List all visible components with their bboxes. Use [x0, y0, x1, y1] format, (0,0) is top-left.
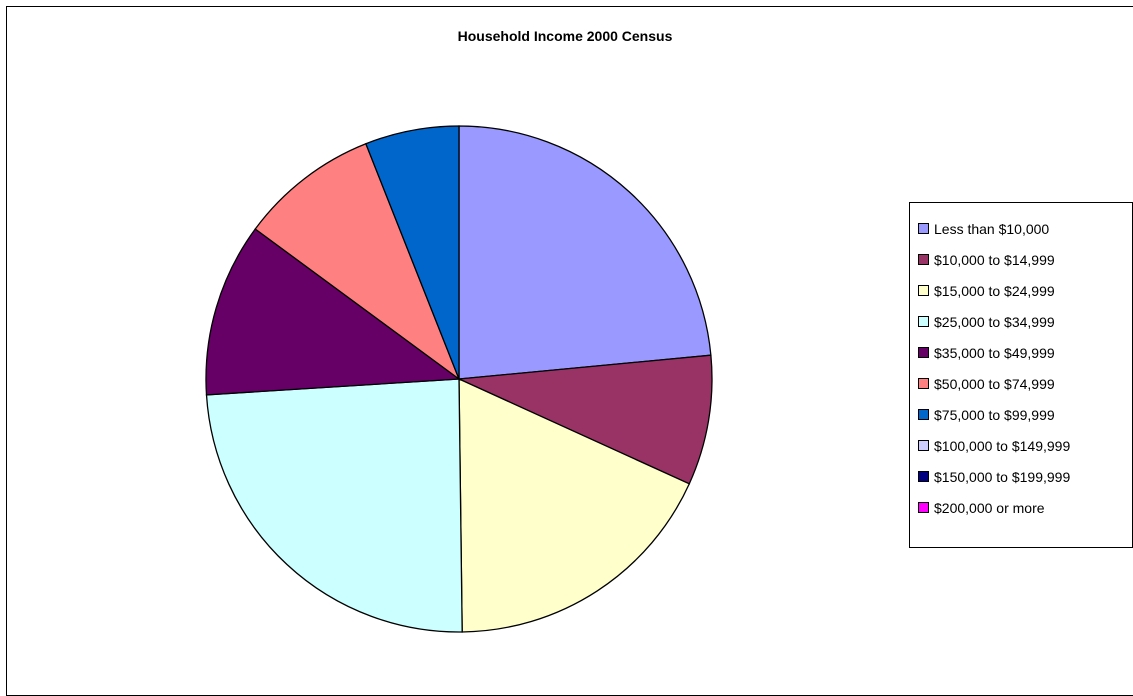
legend-item: $150,000 to $199,999 [910, 461, 1132, 492]
legend-swatch [918, 316, 929, 327]
legend-label: $25,000 to $34,999 [934, 313, 1055, 330]
legend-item: $50,000 to $74,999 [910, 368, 1132, 399]
legend-swatch [918, 409, 929, 420]
legend-swatch [918, 502, 929, 513]
legend: Less than $10,000 $10,000 to $14,999 $15,0… [909, 202, 1133, 548]
legend-item: $25,000 to $34,999 [910, 306, 1132, 337]
legend-item: $35,000 to $49,999 [910, 337, 1132, 368]
legend-label: $75,000 to $99,999 [934, 406, 1055, 423]
legend-swatch [918, 440, 929, 451]
legend-label: $50,000 to $74,999 [934, 375, 1055, 392]
legend-swatch [918, 285, 929, 296]
legend-item: $100,000 to $149,999 [910, 430, 1132, 461]
legend-label: $35,000 to $49,999 [934, 344, 1055, 361]
pie-slice-3 [205, 378, 463, 633]
pie-slice-6 [365, 125, 460, 380]
legend-item: Less than $10,000 [910, 213, 1132, 244]
pie-slice-2 [458, 377, 691, 633]
legend-label: $150,000 to $199,999 [934, 468, 1071, 485]
pie-slice-1 [456, 354, 713, 485]
chart-title: Household Income 2000 Census [457, 28, 673, 44]
legend-swatch [918, 378, 929, 389]
legend-swatch [918, 471, 929, 482]
legend-swatch [918, 347, 929, 358]
legend-label: $10,000 to $14,999 [934, 251, 1055, 268]
legend-label: $200,000 or more [934, 499, 1045, 516]
legend-item: $200,000 or more [910, 492, 1132, 523]
legend-label: $15,000 to $24,999 [934, 282, 1055, 299]
legend-label: $100,000 to $149,999 [934, 437, 1071, 454]
pie-slice-0 [458, 125, 712, 380]
legend-label: Less than $10,000 [934, 220, 1050, 237]
legend-swatch [918, 254, 929, 265]
legend-item: $75,000 to $99,999 [910, 399, 1132, 430]
pie-slice-5 [254, 142, 461, 381]
pie-slice-4 [205, 228, 461, 396]
legend-item: $10,000 to $14,999 [910, 244, 1132, 275]
legend-item: $15,000 to $24,999 [910, 275, 1132, 306]
legend-swatch [918, 223, 929, 234]
